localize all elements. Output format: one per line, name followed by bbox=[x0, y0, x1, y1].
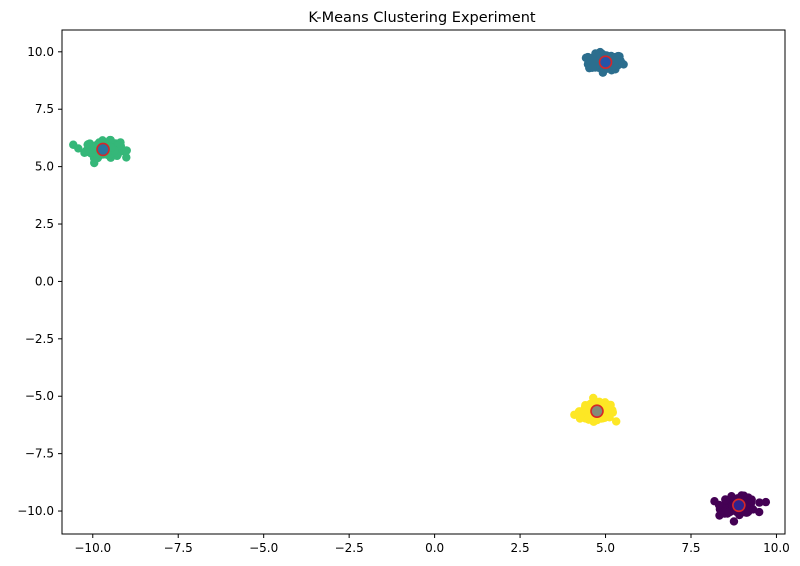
cluster-point bbox=[714, 500, 724, 510]
chart-title: K-Means Clustering Experiment bbox=[308, 10, 535, 26]
x-tick-label: −10.0 bbox=[74, 541, 111, 555]
cluster-point bbox=[612, 417, 621, 426]
cluster-point bbox=[83, 140, 93, 149]
cluster-point bbox=[81, 146, 91, 156]
y-tick-label: −5.0 bbox=[25, 389, 54, 403]
cluster-point bbox=[729, 517, 739, 526]
cluster-point bbox=[761, 497, 771, 507]
cluster-point bbox=[724, 507, 734, 517]
cluster-point bbox=[106, 135, 115, 145]
cluster-point bbox=[586, 399, 595, 409]
x-tick-label: −7.5 bbox=[164, 541, 193, 555]
y-tick-label: 7.5 bbox=[35, 102, 54, 116]
cluster-point bbox=[755, 498, 764, 507]
x-tick-label: 5.0 bbox=[596, 541, 615, 555]
x-tick-label: 7.5 bbox=[681, 541, 700, 555]
cluster-point bbox=[74, 144, 83, 153]
x-tick-label: −5.0 bbox=[249, 541, 278, 555]
centroid-marker-1 bbox=[598, 55, 613, 69]
y-tick-label: 0.0 bbox=[35, 274, 54, 288]
x-tick-label: 2.5 bbox=[511, 541, 530, 555]
x-tick-label: 0.0 bbox=[425, 541, 444, 555]
cluster-point bbox=[581, 53, 591, 63]
x-tick-label: 10.0 bbox=[763, 541, 790, 555]
y-tick-label: 2.5 bbox=[35, 217, 54, 231]
x-tick-label: −2.5 bbox=[335, 541, 364, 555]
y-tick-label: −7.5 bbox=[25, 447, 54, 461]
y-axis: 10.0 7.5 5.0 2.5 0.0 −2.5 −5.0 −7.5 −10.0 bbox=[17, 45, 62, 518]
y-tick-label: −2.5 bbox=[25, 332, 54, 346]
y-tick-label: −10.0 bbox=[17, 504, 54, 518]
centroid-marker-3 bbox=[590, 404, 604, 418]
cluster-point bbox=[748, 505, 758, 514]
cluster-point bbox=[605, 413, 614, 422]
y-tick-label: 10.0 bbox=[27, 45, 54, 59]
cluster-point bbox=[721, 495, 730, 504]
cluster-point bbox=[90, 158, 99, 168]
centroid-marker-2 bbox=[96, 142, 110, 157]
cluster-point bbox=[579, 405, 589, 414]
plot-frame bbox=[61, 29, 786, 535]
x-axis: −10.0 −7.5 −5.0 −2.5 0.0 2.5 5.0 7.5 10.0 bbox=[74, 534, 790, 555]
cluster-point bbox=[122, 146, 131, 155]
cluster-points-layer bbox=[69, 47, 771, 526]
cluster-point bbox=[604, 400, 614, 410]
y-tick-label: 5.0 bbox=[35, 160, 54, 174]
cluster-point bbox=[570, 410, 579, 419]
cluster-point bbox=[587, 63, 597, 72]
centroid-marker-4 bbox=[732, 498, 746, 513]
cluster-point bbox=[122, 153, 131, 162]
cluster-point bbox=[589, 56, 598, 66]
centroids-layer bbox=[96, 55, 746, 513]
